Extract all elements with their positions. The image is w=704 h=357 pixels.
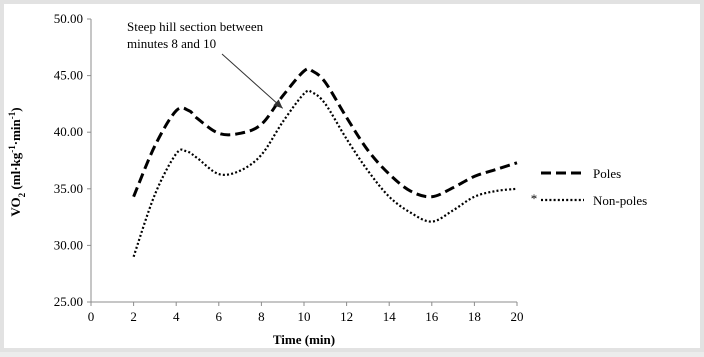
- annotation-arrow: [221, 53, 284, 109]
- x-tick-label: 6: [216, 309, 223, 324]
- y-tick-label: 30.00: [54, 237, 83, 252]
- y-axis-ticks: 25.00 30.00 35.00 40.00 45.00 50.00: [54, 11, 91, 309]
- x-tick-label: 10: [298, 309, 311, 324]
- y-tick-label: 50.00: [54, 11, 83, 26]
- annotation-text-line2: minutes 8 and 10: [127, 36, 216, 51]
- y-tick-label: 40.00: [54, 124, 83, 139]
- series-line-non-poles: [132, 89, 518, 258]
- x-tick-label: 8: [258, 309, 265, 324]
- x-tick-label: 14: [383, 309, 397, 324]
- series-layer: [132, 67, 518, 258]
- x-axis-title: Time (min): [273, 332, 335, 347]
- y-tick-label: 25.00: [54, 294, 83, 309]
- x-axis-ticks: 0 2 4 6 8 10 12 14 16 18 20: [88, 302, 524, 324]
- x-tick-label: 12: [340, 309, 353, 324]
- legend-label-non-poles: Non-poles: [593, 193, 647, 208]
- y-tick-label: 45.00: [54, 68, 83, 83]
- y-tick-label: 35.00: [54, 181, 83, 196]
- annotation-arrowhead: [273, 99, 283, 109]
- legend: Poles Non-poles: [541, 166, 647, 208]
- annotation-text-line1: Steep hill section between: [127, 19, 264, 34]
- x-tick-label: 20: [511, 309, 524, 324]
- series-line-poles: [132, 67, 518, 199]
- x-tick-label: 2: [130, 309, 137, 324]
- legend-label-poles: Poles: [593, 166, 621, 181]
- x-tick-label: 0: [88, 309, 95, 324]
- y-axis-title: VO2 (ml·kg-1·min-1): [7, 107, 27, 216]
- x-tick-label: 18: [468, 309, 481, 324]
- x-tick-label: 4: [173, 309, 180, 324]
- significance-asterisk: *: [531, 191, 538, 206]
- x-tick-label: 16: [425, 309, 439, 324]
